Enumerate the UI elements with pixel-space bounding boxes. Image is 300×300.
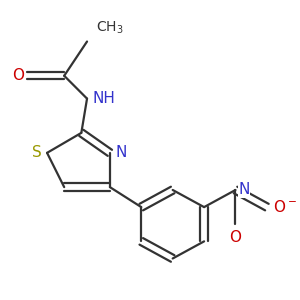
Text: S: S: [32, 146, 41, 160]
Text: N: N: [238, 182, 250, 197]
Text: CH$_3$: CH$_3$: [96, 20, 123, 36]
Text: O: O: [230, 230, 242, 245]
Text: N: N: [116, 146, 127, 160]
Text: O: O: [12, 68, 24, 83]
Text: NH: NH: [93, 91, 116, 106]
Text: O$^-$: O$^-$: [273, 199, 297, 215]
